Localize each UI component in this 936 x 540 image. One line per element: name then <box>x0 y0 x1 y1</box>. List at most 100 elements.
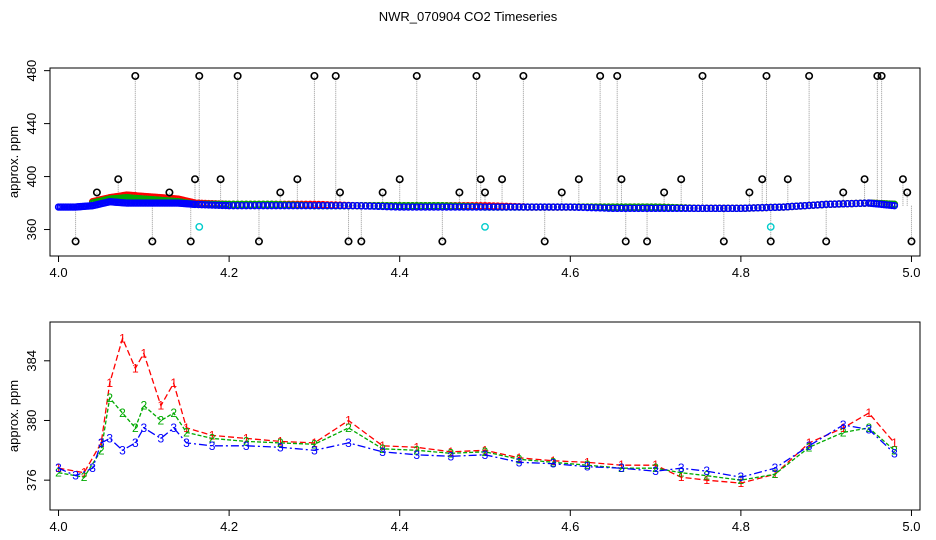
series-3-point <box>822 200 830 209</box>
spike-point <box>519 71 528 80</box>
spike-point <box>71 237 80 246</box>
series-3-point <box>549 203 557 211</box>
series-3-point <box>442 203 451 211</box>
series-3-point <box>813 201 822 209</box>
series-3-point <box>391 203 400 211</box>
series-3-point <box>198 200 206 209</box>
series-3-point <box>447 203 455 211</box>
series-3-point <box>246 201 255 210</box>
series-3-marker: 3 <box>243 439 250 453</box>
series-3-point <box>259 201 267 210</box>
cyan-point <box>195 222 204 231</box>
series-3-point <box>336 201 344 210</box>
series-3-point <box>511 203 519 211</box>
series-3-point <box>430 203 438 211</box>
series-3-point <box>215 201 223 209</box>
series-3-marker: 3 <box>618 461 625 475</box>
series-3-point <box>856 199 864 208</box>
spike-point <box>805 71 814 80</box>
series-3-point <box>771 203 779 211</box>
series-3-point <box>494 203 502 211</box>
series-3-point <box>528 203 536 211</box>
series-3-point <box>694 204 702 213</box>
series-3-point <box>558 203 566 211</box>
x-tick-label: 4.4 <box>391 265 409 280</box>
series-3-point <box>251 201 259 210</box>
spike-point <box>357 237 366 246</box>
series-3-point <box>268 201 276 210</box>
series-1-marker: 1 <box>140 346 147 360</box>
series-3-point <box>464 203 472 211</box>
series-1-marker: 1 <box>865 406 872 420</box>
series-2-marker: 2 <box>891 443 898 457</box>
series-3-point <box>732 204 741 213</box>
series-1-marker: 1 <box>516 451 523 465</box>
series-1-marker: 1 <box>379 439 386 453</box>
series-3-point <box>545 203 553 211</box>
series-3-point <box>327 201 336 210</box>
spike-point <box>186 237 195 246</box>
series-3-point <box>387 203 395 211</box>
series-3-point <box>626 204 634 213</box>
series-2-marker: 2 <box>703 469 710 483</box>
series-3-point <box>617 204 626 213</box>
series-3-point <box>225 201 233 210</box>
series-3-point <box>451 203 459 211</box>
series-3-marker: 3 <box>584 460 591 474</box>
chart-title: NWR_070904 CO2 Timeseries <box>378 9 558 24</box>
series-3-marker: 3 <box>550 457 557 471</box>
series-3-point <box>455 203 464 211</box>
series-3-point <box>788 202 796 211</box>
spike-point <box>438 237 447 246</box>
series-2-marker: 2 <box>98 443 105 457</box>
series-3-point <box>656 204 664 213</box>
spike-point <box>766 237 775 246</box>
series-3-point <box>506 203 515 211</box>
spike-point <box>131 71 140 80</box>
series-3-marker: 3 <box>106 431 113 445</box>
series-2-marker: 2 <box>345 421 352 435</box>
spike-point <box>216 175 225 184</box>
series-1-marker: 1 <box>806 436 813 450</box>
series-3-point <box>622 204 630 213</box>
series-3-point <box>532 203 540 211</box>
spike-point <box>698 71 707 80</box>
series-3-point <box>553 203 562 211</box>
series-3-point <box>724 204 732 213</box>
series-3-point <box>302 201 310 210</box>
series-2-marker: 2 <box>482 445 489 459</box>
y-tick-label: 480 <box>24 60 39 82</box>
series-3-marker: 3 <box>652 464 659 478</box>
series-3-point <box>238 201 246 210</box>
series-1-marker: 1 <box>132 361 139 375</box>
series-3-point <box>340 201 348 210</box>
series-3-point <box>289 201 297 210</box>
x-tick-label: 4.4 <box>391 519 409 534</box>
spike-point <box>254 237 263 246</box>
spike-point <box>472 71 481 80</box>
series-3-point <box>191 200 199 209</box>
series-3-marker: 3 <box>379 445 386 459</box>
spike-point <box>903 188 912 197</box>
series-3-point <box>519 203 528 211</box>
series-3-point <box>459 203 468 211</box>
series-1-marker: 1 <box>448 445 455 459</box>
series-1-marker: 1 <box>345 413 352 427</box>
series-1-marker: 1 <box>119 331 126 345</box>
series-3-point <box>297 201 306 210</box>
spike-point <box>378 188 387 197</box>
series-1-line <box>58 336 895 484</box>
spike-point <box>745 188 754 197</box>
spike-point <box>574 175 583 184</box>
series-2-marker: 2 <box>618 461 625 475</box>
series-3-point <box>201 201 209 209</box>
series-3-point <box>566 203 574 211</box>
series-3-point <box>211 201 220 209</box>
series-3-point <box>293 201 302 210</box>
spike-point <box>660 188 669 197</box>
series-3-point <box>468 203 476 211</box>
series-3-point <box>319 201 327 210</box>
series-3-point <box>400 203 408 211</box>
spike-point <box>395 175 404 184</box>
series-3-point <box>660 204 668 213</box>
